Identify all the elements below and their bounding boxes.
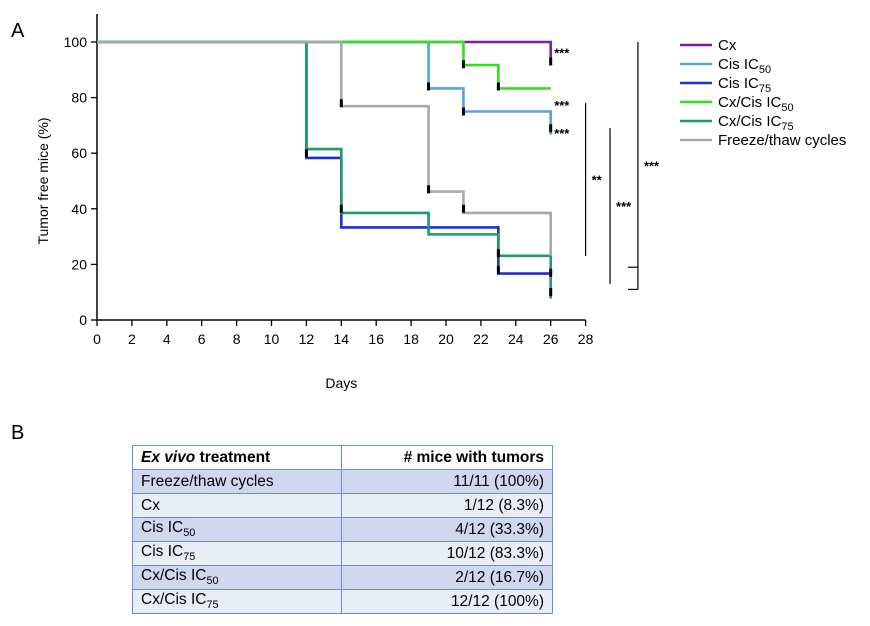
table-header-row: Ex vivo treatment # mice with tumors — [132, 445, 553, 470]
series-line-cxcis50 — [97, 40, 551, 90]
y-tick-label: 0 — [79, 312, 87, 328]
table-header-treatment: Ex vivo treatment — [132, 445, 342, 470]
tumor-summary-table: Ex vivo treatment # mice with tumors Fre… — [132, 445, 553, 614]
x-tick-label: 10 — [264, 331, 280, 347]
survival-chart: 0 2 4 6 8 10 12 14 16 18 20 22 24 26 28020406080100Day… — [35, 14, 846, 391]
table-cell-mice: 11/11 (100%) — [341, 469, 553, 494]
significance-label: *** — [554, 126, 570, 141]
series-line-cxcis75 — [97, 40, 552, 299]
x-tick-label: 20 — [438, 331, 454, 347]
legend-label-cxcis75: Cx/Cis IC75 — [718, 113, 794, 133]
series-line-cx — [97, 40, 552, 66]
x-tick-label: 0 — [93, 331, 101, 347]
significance-label: *** — [554, 98, 570, 113]
x-tick-label: 22 — [473, 331, 489, 347]
x-tick-label: 24 — [508, 331, 524, 347]
x-tick-label: 16 — [368, 331, 384, 347]
table-cell-treatment: Cx — [132, 493, 342, 518]
panel-label-a: A — [11, 20, 25, 42]
legend-label-cx: Cx — [718, 37, 737, 54]
bracket-label: *** — [644, 159, 660, 174]
y-axis-label: Tumor free mice (%) — [35, 117, 51, 244]
x-tick-label: 6 — [198, 331, 206, 347]
bracket-label: *** — [616, 199, 632, 214]
legend-label-freeze: Freeze/thaw cycles — [718, 132, 846, 149]
table-cell-mice: 12/12 (100%) — [341, 589, 553, 614]
x-tick-label: 28 — [578, 331, 594, 347]
legend-label-cis50: Cis IC50 — [718, 56, 771, 76]
x-tick-label: 4 — [163, 331, 171, 347]
x-tick-label: 8 — [233, 331, 241, 347]
table-header-mice: # mice with tumors — [341, 445, 553, 470]
table-cell-treatment: Cx/Cis IC75 — [132, 589, 342, 614]
table-cell-mice: 1/12 (8.3%) — [341, 493, 553, 518]
table-row: Freeze/thaw cycles 11/11 (100%) — [132, 469, 553, 494]
x-tick-label: 18 — [403, 331, 419, 347]
y-tick-label: 60 — [71, 145, 87, 161]
x-tick-label: 14 — [334, 331, 350, 347]
panel-label-b: B — [11, 422, 25, 444]
bracket-label: ** — [592, 173, 603, 188]
x-tick-label: 12 — [299, 331, 315, 347]
table-row: Cx 1/12 (8.3%) — [132, 493, 553, 518]
table-row: Cis IC75 10/12 (83.3%) — [132, 541, 553, 566]
x-axis-label: Days — [325, 375, 357, 391]
y-tick-label: 80 — [71, 90, 87, 106]
table-cell-mice: 4/12 (33.3%) — [341, 517, 553, 542]
y-tick-label: 20 — [71, 256, 87, 272]
legend-label-cxcis50: Cx/Cis IC50 — [718, 94, 794, 114]
x-tick-label: 26 — [543, 331, 559, 347]
table-row: Cis IC50 4/12 (33.3%) — [132, 517, 553, 542]
table-cell-treatment: Cx/Cis IC50 — [132, 565, 342, 590]
x-tick-label: 2 — [128, 331, 136, 347]
y-tick-label: 100 — [64, 34, 88, 50]
table-row: Cx/Cis IC75 12/12 (100%) — [132, 589, 553, 614]
table-cell-treatment: Cis IC50 — [132, 517, 342, 542]
table-cell-mice: 10/12 (83.3%) — [341, 541, 553, 566]
legend-label-cis75: Cis IC75 — [718, 75, 771, 95]
y-tick-label: 40 — [71, 201, 87, 217]
table-cell-mice: 2/12 (16.7%) — [341, 565, 553, 590]
table-cell-treatment: Cis IC75 — [132, 541, 342, 566]
table-cell-treatment: Freeze/thaw cycles — [132, 469, 342, 494]
series-line-cis75 — [97, 40, 551, 275]
significance-label: *** — [554, 45, 570, 60]
series-line-cis50 — [97, 40, 552, 135]
table-row: Cx/Cis IC50 2/12 (16.7%) — [132, 565, 553, 590]
